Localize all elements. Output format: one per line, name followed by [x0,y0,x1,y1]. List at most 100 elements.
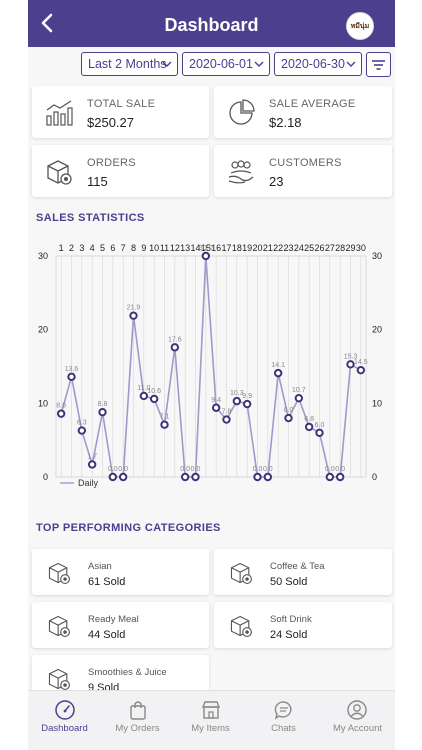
data-label: 0.0 [191,466,201,473]
x-tick-label: 10 [149,243,159,253]
category-name: Asian [88,561,112,572]
x-tick-label: 11 [160,243,169,253]
data-point [242,399,252,409]
total-sale-card: TOTAL SALE $250.27 [32,86,209,138]
sale-average-value: $2.18 [269,115,302,130]
page-title: Dashboard [164,15,259,35]
tab-my-orders[interactable]: My Orders [101,691,174,750]
orders-card: ORDERS 115 [32,145,209,197]
x-tick-label: 5 [100,243,105,253]
box-icon [48,668,70,690]
data-label: 8.8 [98,401,108,408]
data-label: 6.8 [304,416,314,423]
data-label: 17.6 [168,336,182,343]
data-point [67,372,76,382]
customers-value: 23 [269,174,284,189]
orders-value: 115 [87,174,108,189]
x-tick-label: 24 [294,243,304,253]
data-label: 11.0 [137,385,150,392]
chat-icon [274,701,292,720]
tab-my-account[interactable]: My Account [320,691,395,750]
x-tick-label: 2 [69,243,74,253]
tab-label: Dashboard [41,723,88,734]
sale-average-card: SALE AVERAGE $2.18 [214,86,392,138]
y-tick-label-right: 30 [372,251,382,261]
category-sold: 24 Sold [270,629,308,641]
data-label: 13.6 [65,366,79,373]
tab-dashboard[interactable]: Dashboard [28,691,101,750]
x-tick-label: 25 [304,243,314,253]
category-sold: 50 Sold [270,576,308,588]
data-point [325,472,335,482]
store-logo[interactable]: หมีนุ่ม [346,12,374,40]
data-label: 8.6 [56,403,66,410]
category-card[interactable]: Ready Meal 44 Sold [32,602,209,648]
y-tick-label-right: 20 [372,325,382,335]
data-label: 14.1 [271,362,285,369]
x-tick-label: 29 [345,243,355,253]
app-screen: Dashboard หมีนุ่ม Last 2 Months 2020-06-… [28,0,395,750]
sale-average-label: SALE AVERAGE [269,98,356,110]
categories-section-title: TOP PERFORMING CATEGORIES [36,522,221,534]
data-label: 0.0 [253,466,263,473]
range-select[interactable]: Last 2 Months [81,52,178,76]
data-label: 6.3 [77,420,87,427]
data-point [211,403,221,412]
bottom-tab-bar: Dashboard My Orders My Items Chats [28,690,395,750]
data-point [315,428,324,438]
data-label: 0.0 [108,466,118,473]
plot-frame [55,255,367,478]
chevron-down-icon [346,61,356,67]
data-point [139,391,149,401]
data-point [253,472,262,482]
data-point [180,472,190,482]
category-card[interactable]: Soft Drink 24 Sold [214,602,392,648]
data-point [129,311,138,320]
data-label: 10.7 [292,387,306,394]
x-tick-label: 3 [79,243,84,253]
speedometer-icon [55,700,75,720]
x-tick-label: 28 [335,243,345,253]
data-point [346,360,355,369]
category-card[interactable]: Asian 61 Sold [32,549,209,595]
end-date-select[interactable]: 2020-06-30 [274,52,362,76]
data-point [77,426,87,435]
customers-icon [228,160,254,184]
x-tick-label: 21 [263,243,273,253]
y-tick-label-left: 0 [43,472,48,482]
data-label: 0.0 [335,466,345,473]
data-point [222,415,231,424]
store-icon [201,701,221,719]
category-name: Soft Drink [270,614,312,625]
data-label: 0.0 [263,466,273,473]
data-point [232,396,242,406]
data-point [356,365,366,375]
data-label: 14.5 [354,359,368,366]
customers-label: CUSTOMERS [269,157,342,169]
category-name: Coffee & Tea [270,561,325,572]
data-point [108,472,118,482]
tab-chats[interactable]: Chats [247,691,320,750]
category-name: Ready Meal [88,614,139,625]
chevron-left-icon [41,13,53,33]
data-point [273,368,283,378]
x-tick-label: 18 [232,243,242,253]
start-date-select[interactable]: 2020-06-01 [182,52,270,76]
pie-chart-icon [229,99,255,125]
orders-label: ORDERS [87,157,136,169]
back-button[interactable] [34,9,62,37]
sales-section-title: SALES STATISTICS [36,212,145,224]
x-tick-label: 20 [252,243,262,253]
data-point [87,460,97,469]
data-point [170,343,180,352]
filter-button[interactable] [366,52,391,77]
data-label: 15.3 [344,353,358,360]
data-point [149,394,159,404]
category-card[interactable]: Coffee & Tea 50 Sold [214,549,392,595]
filter-icon [372,60,385,70]
data-label: 0.0 [325,466,335,473]
top-bar: Dashboard หมีนุ่ม [28,0,395,47]
data-point [284,413,293,423]
category-name: Smoothies & Juice [88,667,167,678]
tab-my-items[interactable]: My Items [174,691,247,750]
